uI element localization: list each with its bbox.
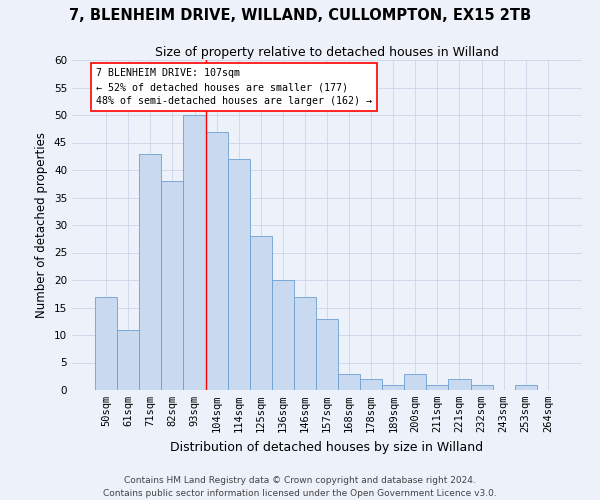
Bar <box>161 181 184 390</box>
Bar <box>250 236 272 390</box>
Bar <box>404 374 427 390</box>
Bar <box>316 318 338 390</box>
Bar <box>272 280 294 390</box>
Bar <box>227 159 250 390</box>
Bar <box>95 296 117 390</box>
Y-axis label: Number of detached properties: Number of detached properties <box>35 132 49 318</box>
Bar <box>117 330 139 390</box>
Bar <box>382 384 404 390</box>
Bar <box>184 115 206 390</box>
Title: Size of property relative to detached houses in Willand: Size of property relative to detached ho… <box>155 46 499 59</box>
X-axis label: Distribution of detached houses by size in Willand: Distribution of detached houses by size … <box>170 440 484 454</box>
Bar <box>427 384 448 390</box>
Text: 7, BLENHEIM DRIVE, WILLAND, CULLOMPTON, EX15 2TB: 7, BLENHEIM DRIVE, WILLAND, CULLOMPTON, … <box>69 8 531 22</box>
Bar <box>360 379 382 390</box>
Text: Contains HM Land Registry data © Crown copyright and database right 2024.
Contai: Contains HM Land Registry data © Crown c… <box>103 476 497 498</box>
Bar <box>470 384 493 390</box>
Bar <box>139 154 161 390</box>
Bar <box>206 132 227 390</box>
Text: 7 BLENHEIM DRIVE: 107sqm
← 52% of detached houses are smaller (177)
48% of semi-: 7 BLENHEIM DRIVE: 107sqm ← 52% of detach… <box>96 68 372 106</box>
Bar <box>338 374 360 390</box>
Bar <box>294 296 316 390</box>
Bar <box>515 384 537 390</box>
Bar <box>448 379 470 390</box>
